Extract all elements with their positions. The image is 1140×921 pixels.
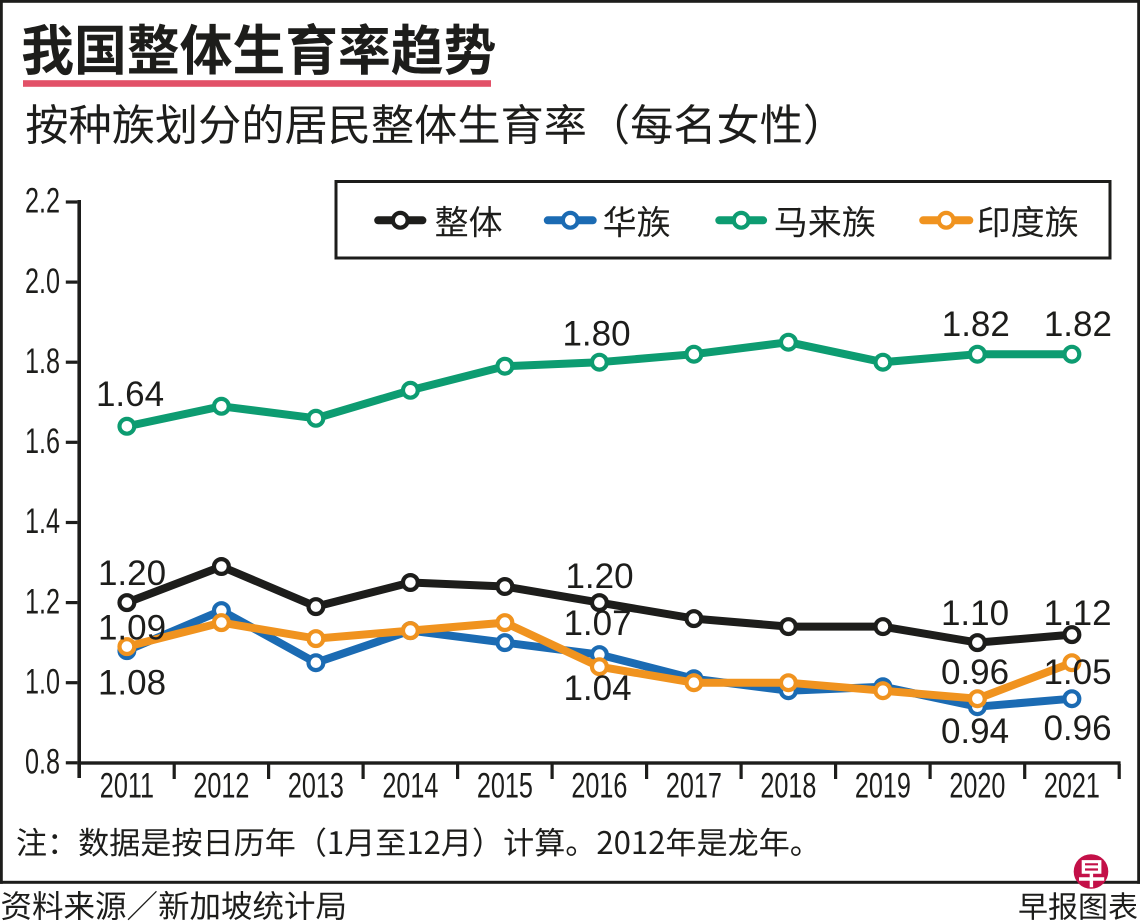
- svg-text:1.04: 1.04: [563, 669, 631, 708]
- svg-text:2.0: 2.0: [25, 262, 60, 301]
- svg-text:1.6: 1.6: [25, 422, 60, 461]
- svg-text:0.96: 0.96: [941, 653, 1009, 692]
- svg-text:1.10: 1.10: [941, 594, 1009, 633]
- svg-text:2020: 2020: [949, 767, 1005, 806]
- svg-text:1.08: 1.08: [98, 664, 166, 703]
- svg-text:1.8: 1.8: [25, 342, 60, 381]
- svg-text:2021: 2021: [1044, 767, 1100, 806]
- svg-text:1.05: 1.05: [1043, 653, 1111, 692]
- svg-text:2019: 2019: [855, 767, 911, 806]
- svg-text:2.2: 2.2: [25, 182, 60, 221]
- svg-text:1.82: 1.82: [942, 305, 1010, 344]
- svg-text:2016: 2016: [571, 767, 627, 806]
- svg-text:1.12: 1.12: [1043, 594, 1111, 633]
- svg-text:0.8: 0.8: [25, 743, 60, 782]
- svg-text:2018: 2018: [760, 767, 816, 806]
- svg-text:2015: 2015: [477, 767, 533, 806]
- svg-text:0.96: 0.96: [1043, 709, 1111, 748]
- svg-text:1.64: 1.64: [96, 375, 164, 414]
- svg-text:2012: 2012: [193, 767, 249, 806]
- svg-text:1.4: 1.4: [25, 502, 60, 541]
- svg-text:1.0: 1.0: [25, 662, 60, 701]
- svg-text:2013: 2013: [288, 767, 344, 806]
- svg-text:1.09: 1.09: [98, 609, 166, 648]
- svg-text:1.2: 1.2: [25, 582, 60, 621]
- svg-text:0.94: 0.94: [941, 712, 1009, 751]
- svg-text:2011: 2011: [100, 767, 154, 806]
- svg-text:2014: 2014: [382, 767, 438, 806]
- svg-text:1.20: 1.20: [565, 557, 633, 596]
- svg-text:1.82: 1.82: [1044, 305, 1112, 344]
- svg-text:1.07: 1.07: [563, 604, 631, 643]
- svg-text:1.20: 1.20: [98, 554, 166, 593]
- svg-text:2017: 2017: [666, 767, 722, 806]
- svg-text:1.80: 1.80: [562, 315, 630, 354]
